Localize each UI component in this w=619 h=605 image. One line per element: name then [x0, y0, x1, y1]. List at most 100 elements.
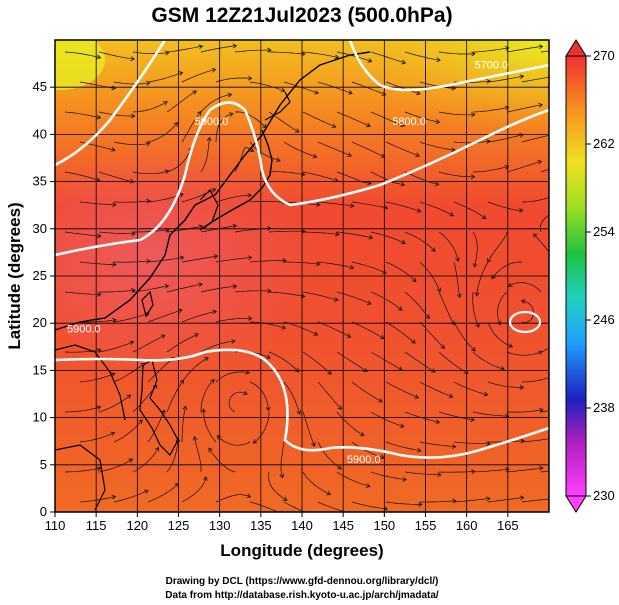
streamline — [200, 137, 210, 173]
streamline — [302, 171, 338, 182]
streamline — [487, 381, 524, 388]
streamline-arrowhead — [164, 284, 170, 289]
streamline-arrowhead — [335, 231, 340, 237]
x-tick-label: 110 — [45, 518, 66, 533]
streamline-arrowhead — [379, 334, 385, 339]
colorbar-tick-label: 246 — [593, 312, 615, 327]
streamline — [404, 171, 439, 185]
streamline — [336, 471, 370, 487]
streamline-arrowhead — [164, 169, 170, 175]
streamline-arrowhead — [363, 367, 368, 372]
streamline-arrowhead — [282, 258, 287, 263]
colorbar-tick-label: 238 — [593, 400, 615, 415]
credit-data: Data from http://database.rish.kyoto-u.a… — [165, 590, 439, 601]
streamline — [79, 496, 116, 503]
streamline — [385, 201, 421, 212]
streamline-arrowhead — [348, 90, 353, 95]
streamline — [64, 467, 101, 473]
streamline-arrowhead — [337, 405, 343, 410]
streamline-arrowhead — [346, 333, 352, 338]
streamline-arrowhead — [96, 466, 102, 472]
streamline — [385, 261, 417, 282]
streamline — [438, 291, 455, 325]
contour-label: 5900.0 — [347, 454, 381, 466]
streamline — [181, 255, 218, 263]
streamline — [268, 171, 305, 176]
streamline-arrowhead — [301, 51, 306, 57]
streamline — [217, 435, 251, 446]
streamline — [147, 357, 175, 383]
streamline-arrowhead — [281, 325, 287, 330]
streamline-arrowhead — [504, 105, 510, 111]
streamline-arrowhead — [519, 495, 525, 501]
streamline-arrowhead — [486, 441, 491, 447]
streamline-arrowhead — [539, 407, 544, 413]
streamline — [404, 471, 441, 476]
streamline — [370, 231, 406, 244]
streamline — [472, 351, 505, 370]
streamline-arrowhead — [366, 300, 372, 305]
streamline-arrowhead — [231, 338, 236, 344]
streamline — [438, 171, 475, 178]
streamline-arrowhead — [267, 288, 272, 294]
streamline-arrowhead — [486, 78, 491, 84]
streamline-arrowhead — [368, 234, 374, 240]
streamline — [132, 101, 168, 113]
streamline-arrowhead — [349, 203, 355, 208]
streamline — [453, 381, 488, 396]
streamline — [351, 321, 385, 339]
streamline-arrowhead — [402, 476, 407, 482]
streamline — [147, 309, 183, 323]
streamline-arrowhead — [400, 122, 405, 127]
streamline — [317, 261, 354, 269]
streamline — [181, 111, 202, 143]
streamline — [533, 233, 549, 253]
streamline-arrowhead — [145, 80, 151, 86]
streamline — [280, 441, 285, 478]
streamline — [215, 371, 250, 383]
colorbar-tick-label: 270 — [593, 48, 615, 63]
streamline — [554, 287, 559, 322]
streamline — [370, 471, 407, 480]
streamline — [420, 500, 457, 503]
streamline — [208, 448, 236, 473]
credit-drawing: Drawing by DCL (https://www.gfd-dennou.o… — [166, 576, 439, 587]
streamline — [521, 438, 549, 443]
streamline-arrowhead — [588, 136, 591, 140]
streamline — [521, 498, 549, 503]
streamline — [268, 351, 300, 373]
streamline — [351, 81, 386, 96]
streamline — [283, 141, 317, 158]
streamline — [540, 470, 549, 473]
streamline-arrowhead — [365, 483, 371, 488]
contour-labels: 5900.0 5900.0 5900.0 5800.0 5700.0 — [67, 59, 508, 466]
streamline — [497, 291, 508, 325]
chart-title: GSM 12Z21Jul2023 (500.0hPa) — [151, 4, 452, 27]
streamline — [249, 260, 286, 263]
streamline — [404, 111, 440, 123]
streamline-arrowhead — [383, 205, 389, 210]
streamline — [370, 411, 404, 428]
streamline — [521, 300, 534, 323]
streamline-arrowhead — [456, 293, 462, 299]
streamline — [283, 381, 301, 415]
x-tick-label: 125 — [168, 518, 190, 533]
streamline — [200, 340, 236, 353]
streamline — [64, 51, 101, 59]
streamline-arrowhead — [227, 92, 233, 98]
streamline — [521, 377, 549, 383]
streamline — [166, 379, 184, 413]
streamline-arrowhead — [177, 308, 183, 314]
streamline — [283, 501, 306, 512]
streamline — [370, 291, 403, 311]
y-axis-ticks: 0 5 10 15 20 25 30 35 40 45 — [33, 79, 55, 519]
streamline — [472, 47, 509, 53]
streamline-arrowhead — [418, 502, 423, 507]
streamline — [540, 347, 549, 353]
streamline-arrowhead — [203, 476, 208, 481]
x-tick-label: 165 — [497, 518, 519, 533]
y-tick-label: 10 — [33, 410, 47, 425]
streamline-arrowhead — [228, 112, 234, 117]
streamline-arrowhead — [143, 489, 149, 494]
streamline-arrowhead — [267, 225, 272, 231]
